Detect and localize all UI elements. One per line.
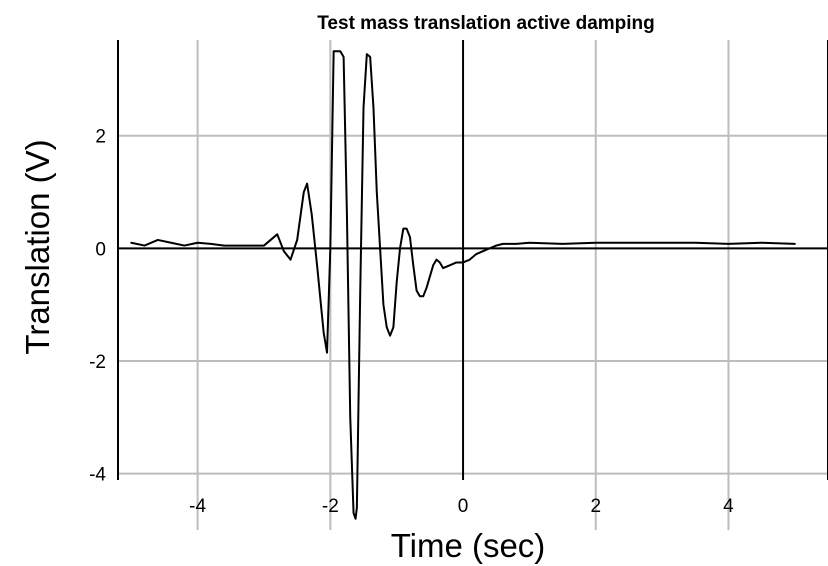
x-tick-label: 4 — [723, 496, 734, 517]
y-axis-label: Translation (V) — [19, 139, 56, 354]
x-axis-label: Time (sec) — [391, 527, 546, 564]
grid-layer — [118, 40, 828, 530]
y-tick-label: 2 — [95, 127, 106, 148]
y-tick-label: 0 — [95, 239, 106, 260]
tick-layer: -4 -2 0 2 4 2 0 -2 -4 — [89, 127, 734, 517]
chart-title: Test mass translation active damping — [317, 13, 655, 34]
series-layer — [130, 50, 796, 520]
x-tick-label: 0 — [458, 496, 469, 517]
y-tick-label: -2 — [89, 352, 106, 373]
axis-layer — [117, 40, 828, 480]
translation-series-line — [130, 50, 796, 520]
x-tick-label: 2 — [590, 496, 601, 517]
y-tick-label: -4 — [89, 465, 106, 486]
x-tick-label: -2 — [322, 496, 339, 517]
x-tick-label: -4 — [189, 496, 206, 517]
